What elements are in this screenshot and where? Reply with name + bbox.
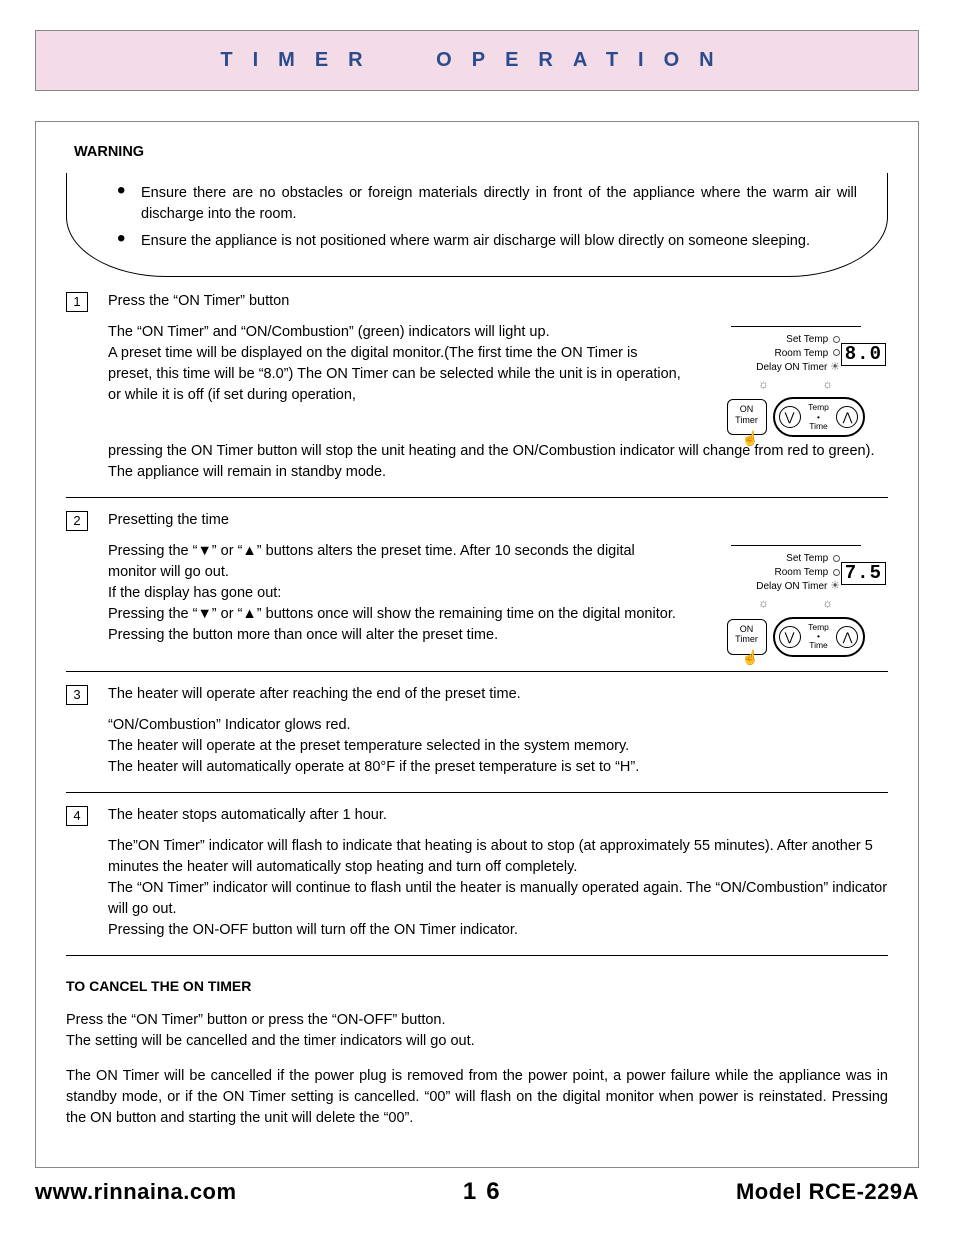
on-timer-button[interactable]: ONTimer ☝ [727,399,767,435]
footer-model: Model RCE-229A [736,1179,919,1205]
warning-item: Ensure there are no obstacles or foreign… [117,183,857,225]
digital-display: 8.0 [841,343,886,366]
step-text: “ON/Combustion” Indicator glows red. The… [108,715,888,778]
step-1: 1 Press the “ON Timer” button The “ON Ti… [66,291,888,498]
display-labels: Set Temp Room Temp Delay ON Timer ☀ 8.0 [703,333,888,375]
step-text: The “ON Timer” and “ON/Combustion” (gree… [108,322,683,406]
step-number: 1 [66,292,88,312]
control-panel-figure: Set Temp Room Temp Delay ON Timer ☀ 7.5 … [703,541,888,656]
down-button[interactable]: ⋁ [779,626,801,648]
display-labels: Set Temp Room Temp Delay ON Timer ☀ 7.5 [703,552,888,594]
cancel-section: TO CANCEL THE ON TIMER Press the “ON Tim… [66,976,888,1129]
step-number: 2 [66,511,88,531]
page-footer: www.rinnaina.com 16 Model RCE-229A [35,1178,919,1206]
up-button[interactable]: ⋀ [836,406,858,428]
step-lead: Presetting the time [108,510,888,531]
temp-time-label: Temp•Time [808,623,829,651]
page-title: TIMER OPERATION [46,49,908,72]
step-4: 4 The heater stops automatically after 1… [66,805,888,956]
header-band: TIMER OPERATION [35,30,919,91]
up-button[interactable]: ⋀ [836,626,858,648]
step-number: 4 [66,806,88,826]
control-panel-figure: Set Temp Room Temp Delay ON Timer ☀ 8.0 … [703,322,888,437]
pointer-icon: ☝ [742,649,759,666]
step-3: 3 The heater will operate after reaching… [66,684,888,793]
temp-time-label: Temp•Time [808,403,829,431]
footer-page-number: 16 [463,1178,510,1206]
temp-time-control: ⋁ Temp•Time ⋀ [773,397,865,437]
digital-display: 7.5 [841,562,886,585]
cancel-text-2: The ON Timer will be cancelled if the po… [66,1066,888,1129]
pointer-icon: ☝ [742,430,759,447]
step-lead: Press the “ON Timer” button [108,291,888,312]
step-text: Pressing the “▼” or “▲” buttons alters t… [108,541,683,646]
step-lead: The heater will operate after reaching t… [108,684,888,705]
warning-item: Ensure the appliance is not positioned w… [117,231,857,252]
warning-box: Ensure there are no obstacles or foreign… [66,173,888,277]
cancel-text-1: Press the “ON Timer” button or press the… [66,1010,888,1052]
cancel-heading: TO CANCEL THE ON TIMER [66,976,888,996]
step-2: 2 Presetting the time Pressing the “▼” o… [66,510,888,671]
step-text-continued: pressing the ON Timer button will stop t… [108,441,888,483]
on-timer-button[interactable]: ONTimer ☝ [727,619,767,655]
step-number: 3 [66,685,88,705]
footer-url: www.rinnaina.com [35,1179,237,1205]
temp-time-control: ⋁ Temp•Time ⋀ [773,617,865,657]
down-button[interactable]: ⋁ [779,406,801,428]
main-content: WARNING Ensure there are no obstacles or… [35,121,919,1168]
warning-heading: WARNING [74,142,888,163]
step-text: The”ON Timer” indicator will flash to in… [108,836,888,941]
step-lead: The heater stops automatically after 1 h… [108,805,888,826]
